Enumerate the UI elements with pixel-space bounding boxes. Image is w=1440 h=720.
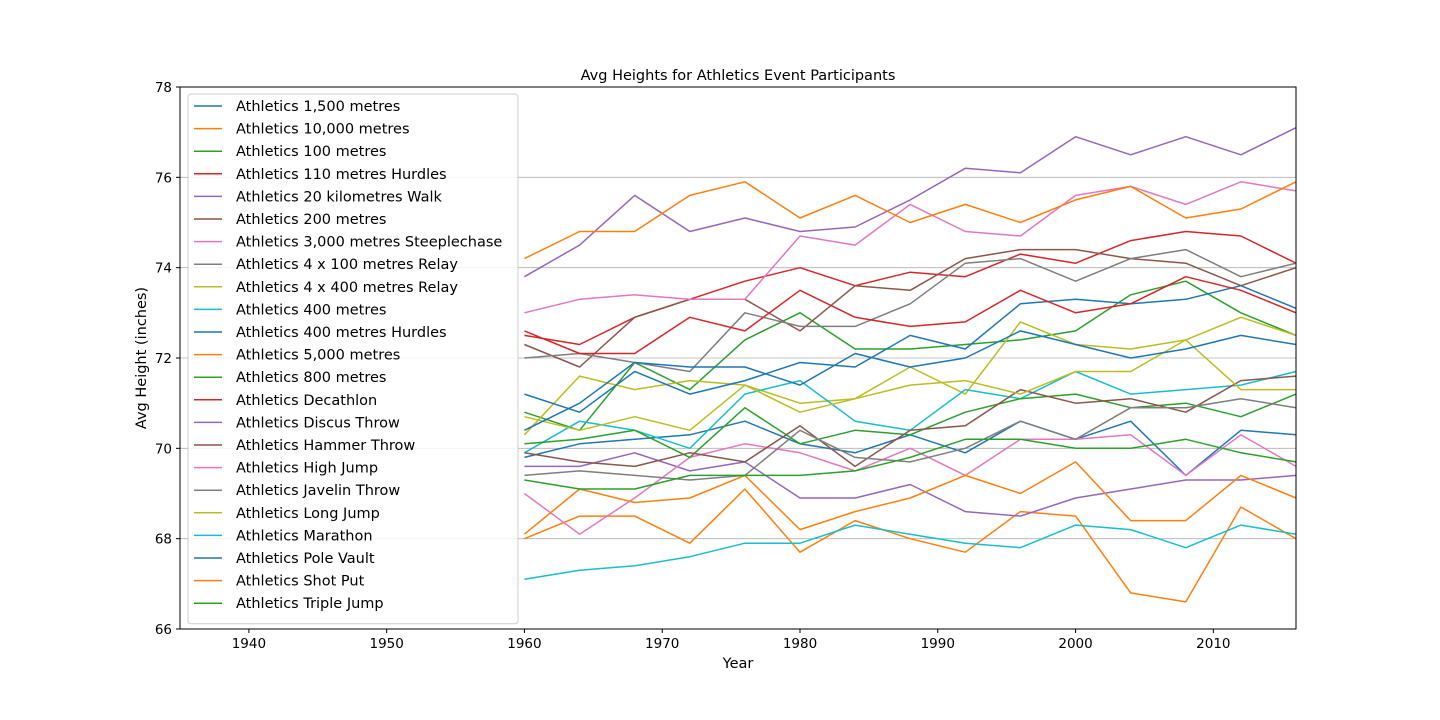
y-tick-label-5: 76 [155, 170, 172, 186]
legend-label-5: Athletics 200 metres [236, 212, 386, 228]
legend-label-12: Athletics 800 metres [236, 370, 386, 386]
series-line-12 [524, 393, 1297, 459]
y-tick-label-1: 68 [155, 532, 172, 548]
x-tick-label-3: 1970 [645, 636, 679, 652]
legend-label-16: Athletics High Jump [236, 461, 378, 477]
legend-label-2: Athletics 100 metres [236, 144, 386, 160]
series-line-20 [524, 330, 1297, 431]
legend-label-18: Athletics Long Jump [236, 506, 380, 522]
legend-label-7: Athletics 4 x 100 metres Relay [236, 257, 458, 273]
y-axis-label: Avg Height (inches) [134, 287, 150, 429]
series-line-17 [524, 397, 1297, 481]
series-line-1 [524, 488, 1297, 603]
y-tick-label-6: 78 [155, 80, 172, 96]
legend-label-22: Athletics Triple Jump [236, 596, 384, 612]
legend-label-11: Athletics 5,000 metres [236, 348, 400, 364]
x-axis-label: Year [722, 656, 754, 672]
series-line-21 [524, 181, 1297, 260]
legend-label-0: Athletics 1,500 metres [236, 99, 400, 115]
legend-label-13: Athletics Decathlon [236, 393, 377, 409]
legend-box [187, 93, 519, 625]
legend: Athletics 1,500 metres Athletics 10,000 m… [187, 93, 519, 625]
series-line-18 [524, 339, 1296, 432]
legend-label-4: Athletics 20 kilometres Walk [236, 189, 443, 205]
legend-label-10: Athletics 400 metres Hurdles [236, 325, 447, 341]
series-line-4 [524, 452, 1297, 517]
legend-label-3: Athletics 110 metres Hurdles [236, 167, 447, 183]
series-line-16 [524, 181, 1297, 314]
legend-label-17: Athletics Javelin Throw [236, 483, 400, 499]
series-line-19 [524, 524, 1297, 581]
series-line-13 [524, 275, 1297, 355]
y-tick-label-3: 72 [155, 351, 172, 367]
series-line-22 [524, 438, 1297, 490]
series-line-5 [524, 248, 1297, 368]
x-tick-label-0: 1940 [232, 636, 266, 652]
y-tick-label-0: 66 [155, 622, 172, 638]
x-tick-label-6: 2000 [1058, 636, 1092, 652]
legend-label-19: Athletics Marathon [236, 528, 373, 544]
legend-label-8: Athletics 4 x 400 metres Relay [236, 280, 458, 296]
series-line-10 [524, 284, 1297, 413]
legend-label-15: Athletics Hammer Throw [236, 438, 415, 454]
x-tick-label-5: 1990 [921, 636, 955, 652]
x-tick-label-4: 1980 [783, 636, 817, 652]
x-tick-label-1: 1950 [369, 636, 403, 652]
legend-label-6: Athletics 3,000 metres Steeplechase [236, 235, 502, 251]
series-line-7 [524, 248, 1297, 373]
series-line-11 [523, 461, 1297, 535]
legend-label-21: Athletics Shot Put [236, 574, 365, 590]
x-tick-label-7: 2010 [1196, 636, 1230, 652]
legend-label-1: Athletics 10,000 metres [236, 122, 410, 138]
legend-label-9: Athletics 400 metres [236, 302, 386, 318]
chart-title: Avg Heights for Athletics Event Particip… [581, 68, 896, 84]
y-tick-label-4: 74 [155, 261, 172, 277]
legend-label-20: Athletics Pole Vault [236, 551, 375, 567]
x-tick-label-2: 1960 [507, 636, 541, 652]
legend-label-14: Athletics Discus Throw [236, 415, 400, 431]
y-tick-label-2: 70 [155, 441, 172, 457]
series-line-14 [524, 127, 1297, 278]
